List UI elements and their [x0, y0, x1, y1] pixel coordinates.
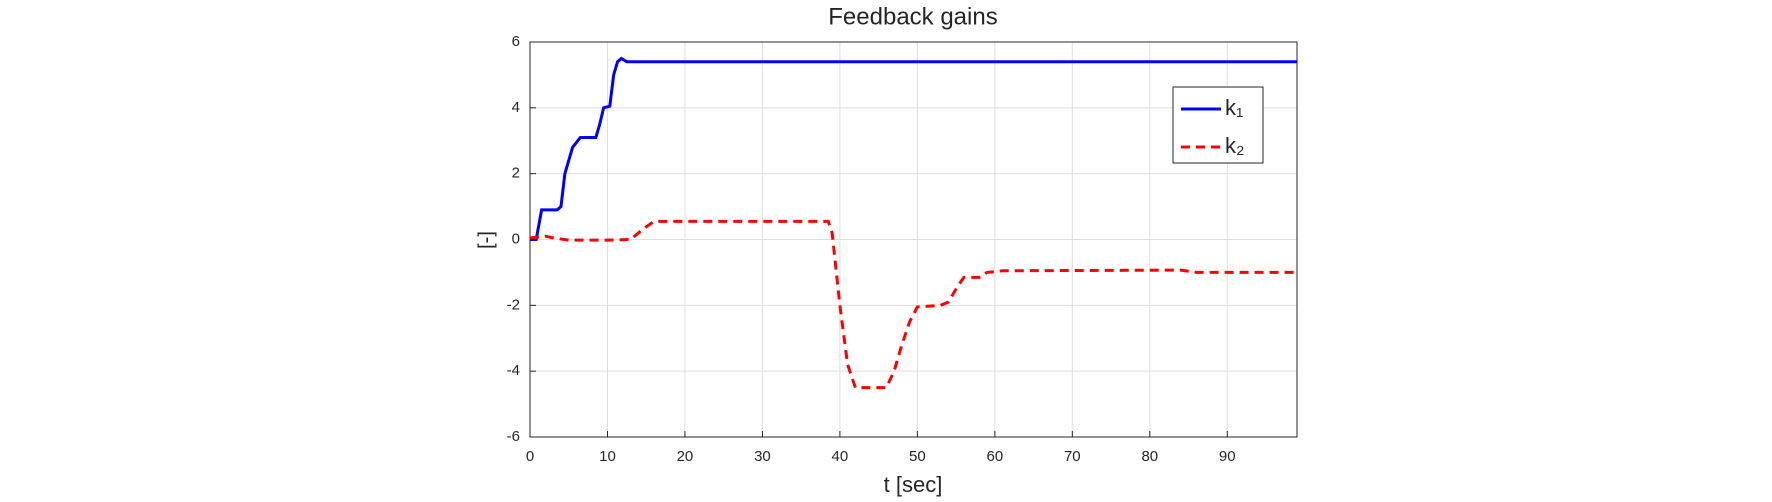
- y-tick-label: 0: [512, 230, 520, 247]
- x-tick-label: 50: [909, 448, 926, 465]
- y-tick-label: 4: [512, 99, 520, 116]
- x-tick-label: 0: [526, 448, 534, 465]
- x-tick-label: 80: [1141, 448, 1158, 465]
- y-axis-label: [-]: [475, 231, 497, 249]
- line: [530, 56, 1297, 241]
- x-tick-label: 10: [599, 448, 616, 465]
- y-tick-label: -2: [507, 296, 520, 313]
- legend-label: k₂: [1225, 133, 1245, 158]
- x-tick-label: 30: [754, 448, 771, 465]
- y-tick-label: -4: [507, 362, 520, 379]
- x-tick-label: 90: [1219, 448, 1236, 465]
- legend-label: k₁: [1225, 95, 1243, 120]
- x-axis-label: t [sec]: [884, 472, 943, 497]
- line: [529, 219, 1297, 390]
- legend-box: [1172, 86, 1264, 164]
- y-tick-label: 6: [512, 33, 520, 50]
- y-tick-label: -6: [507, 428, 520, 445]
- x-tick-label: 70: [1064, 448, 1081, 465]
- x-tick-label: 60: [987, 448, 1004, 465]
- chart-title: Feedback gains: [828, 3, 997, 30]
- x-tick-label: 20: [677, 448, 694, 465]
- x-tick-label: 40: [832, 448, 849, 465]
- y-tick-label: 2: [512, 165, 520, 182]
